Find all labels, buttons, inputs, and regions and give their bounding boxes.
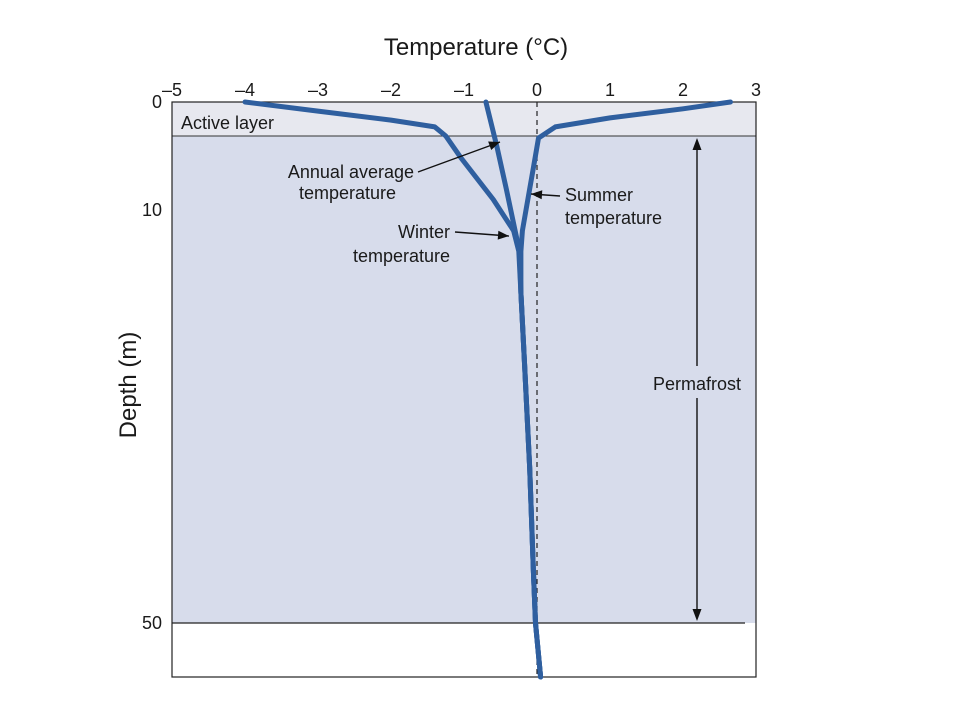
annual-arrow-head bbox=[488, 141, 500, 151]
annual-average-arrow bbox=[417, 141, 501, 173]
series-lines bbox=[242, 99, 733, 680]
active-layer-zone bbox=[172, 102, 756, 136]
x-tick-label: 1 bbox=[605, 80, 615, 100]
annual-average-label-line2: temperature bbox=[299, 183, 396, 203]
permafrost-label: Permafrost bbox=[653, 374, 741, 394]
plot-frame bbox=[171, 101, 757, 678]
annual-average-label-line1: Annual average bbox=[288, 162, 414, 182]
active-layer-label: Active layer bbox=[181, 113, 274, 133]
permafrost-zone bbox=[172, 136, 756, 623]
annual-arrow-shaft bbox=[417, 141, 501, 173]
x-tick-label: –4 bbox=[235, 80, 255, 100]
x-tick-label: 3 bbox=[751, 80, 761, 100]
summer-arrow-head bbox=[531, 190, 543, 200]
winter-arrow bbox=[454, 230, 510, 240]
x-tick-label: 0 bbox=[532, 80, 542, 100]
series-line-annual-average-temperature bbox=[483, 99, 544, 680]
x-tick-label: –3 bbox=[308, 80, 328, 100]
summer-label-line1: Summer bbox=[565, 185, 633, 205]
permafrost-arrow-bottom-head bbox=[692, 609, 702, 621]
winter-label-line2: temperature bbox=[353, 246, 450, 266]
y-tick-labels: 0 10 50 bbox=[142, 92, 162, 633]
permafrost-arrow-top-head bbox=[692, 138, 702, 150]
winter-label-line1: Winter bbox=[398, 222, 450, 242]
x-tick-label: –2 bbox=[381, 80, 401, 100]
x-tick-label: 2 bbox=[678, 80, 688, 100]
x-axis-title: Temperature (°C) bbox=[384, 34, 568, 61]
permafrost-extent-arrow bbox=[692, 138, 702, 621]
x-tick-label: –5 bbox=[162, 80, 182, 100]
y-tick-label: 0 bbox=[152, 92, 162, 112]
y-tick-label: 10 bbox=[142, 200, 162, 220]
winter-arrow-head bbox=[497, 230, 509, 240]
x-tick-label: –1 bbox=[454, 80, 474, 100]
summer-arrow bbox=[530, 190, 561, 200]
x-tick-labels: –5 –4 –3 –2 –1 0 1 2 3 bbox=[162, 80, 761, 100]
summer-label-line2: temperature bbox=[565, 208, 662, 228]
y-tick-label: 50 bbox=[142, 613, 162, 633]
y-axis-title: Depth (m) bbox=[115, 332, 142, 439]
